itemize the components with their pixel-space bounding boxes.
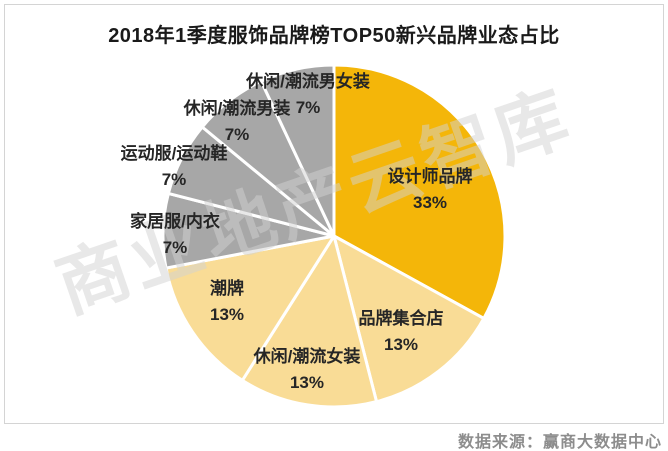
label-casual-trend-menswear: 休闲/潮流男装 7% <box>184 96 291 148</box>
slice-value: 7% <box>224 125 250 144</box>
slice-value: 13% <box>383 335 419 354</box>
slice-value: 13% <box>209 305 245 324</box>
slice-name: 休闲/潮流男装 <box>183 99 291 118</box>
slice-value: 7% <box>161 170 187 189</box>
label-brand-collection-store: 品牌集合店 13% <box>359 306 444 358</box>
slice-name: 潮牌 <box>210 279 244 298</box>
slice-value: 7% <box>295 98 321 117</box>
label-casual-trend-men-womenswear: 休闲/潮流男女装 7% <box>246 69 370 121</box>
slice-name: 休闲/潮流女装 <box>253 347 361 366</box>
data-source-note: 数据来源：赢商大数据中心 <box>457 434 662 451</box>
pie-slice-0 <box>332 63 507 320</box>
slice-name: 设计师品牌 <box>387 167 473 186</box>
label-homewear-underwear: 家居服/内衣 7% <box>130 209 220 261</box>
pie-slice-1 <box>332 234 486 404</box>
pie-slice-7 <box>259 63 336 238</box>
slice-name: 运动服/运动鞋 <box>120 144 228 163</box>
label-designer-brands: 设计师品牌 33% <box>388 164 473 216</box>
slice-name: 品牌集合店 <box>358 309 444 328</box>
slice-value: 13% <box>289 373 325 392</box>
slice-name: 家居服/内衣 <box>130 212 220 231</box>
pie-slice-2 <box>240 234 379 409</box>
label-casual-trend-womenswear: 休闲/潮流女装 13% <box>254 344 361 396</box>
chart-title: 2018年1季度服饰品牌榜TOP50新兴品牌业态占比 <box>108 25 560 47</box>
slice-name: 休闲/潮流男女装 <box>246 72 370 91</box>
slice-value: 33% <box>412 193 448 212</box>
pie-slice-3 <box>164 234 336 382</box>
label-trendy-brands: 潮牌 13% <box>210 276 244 328</box>
label-sportswear-shoes: 运动服/运动鞋 7% <box>121 141 228 193</box>
slice-value: 7% <box>162 238 188 257</box>
